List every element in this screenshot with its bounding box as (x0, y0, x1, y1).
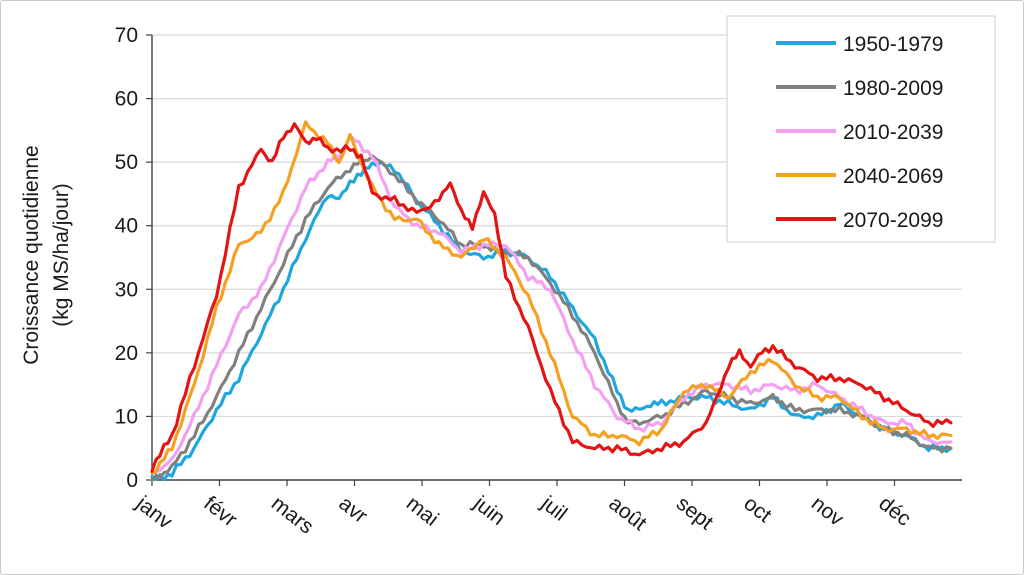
y-axis: 0 10 20 30 40 50 60 70 (115, 24, 153, 492)
y-tick-label: 0 (126, 469, 138, 492)
legend-box (726, 15, 996, 243)
y-tick-label: 10 (115, 405, 138, 428)
legend-label: 2040-2069 (843, 165, 943, 188)
y-tick-label: 50 (115, 151, 138, 174)
y-tick-label: 30 (115, 278, 138, 301)
y-tick-label: 20 (115, 342, 138, 365)
legend-label: 2070-2099 (843, 209, 943, 232)
legend-label: 1980-2009 (843, 77, 943, 100)
series-line-2040-2069 (150, 120, 953, 475)
series-line-2010-2039 (150, 133, 953, 475)
legend-label: 1950-1979 (843, 33, 943, 56)
series-line-1980-2009 (150, 154, 953, 482)
x-tick-label-7: août (604, 492, 650, 535)
x-tick-label-8: sept (672, 492, 718, 535)
series-line-1950-1979 (150, 160, 953, 482)
x-tick-label-11: déc (874, 492, 915, 531)
y-tick-label: 70 (115, 24, 138, 47)
y-axis-label-line1: Croissance quotidienne (20, 145, 43, 364)
x-tick-label-6: juil (536, 491, 571, 526)
series-line-2070-2099 (150, 122, 953, 473)
y-axis-label-line2: (kg MS/ha/jour) (50, 183, 73, 327)
x-tick-label-9: oct (739, 492, 775, 527)
series-lines (150, 120, 953, 482)
legend: 1950-1979 1980-2009 2010-2039 2040-2069 2070… (726, 15, 996, 243)
x-axis: janv févr mars avr mai juin juil août sept oct nov… (131, 479, 962, 539)
legend-label: 2010-2039 (843, 121, 943, 144)
x-tick-label-4: mai (402, 492, 443, 531)
y-tick-label: 40 (115, 215, 138, 238)
x-tick-label-0: janv (131, 491, 177, 534)
y-tick-label: 60 (115, 88, 138, 111)
x-tick-label-1: févr (199, 492, 241, 532)
x-tick-label-2: mars (267, 492, 318, 539)
x-tick-label-3: avr (334, 492, 371, 528)
x-tick-label-5: juin (469, 491, 510, 530)
x-tick-label-10: nov (807, 492, 848, 531)
